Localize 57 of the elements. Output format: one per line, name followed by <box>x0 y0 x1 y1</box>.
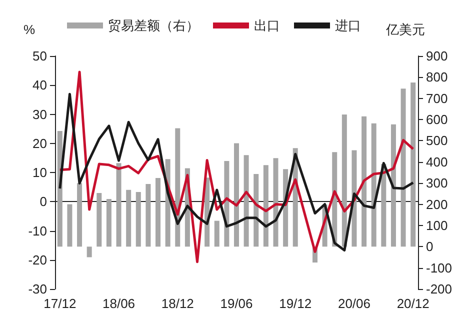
line-series <box>58 70 414 264</box>
y2-tick-label: 600 <box>426 112 448 128</box>
bar <box>126 190 132 247</box>
y-axis-title: % <box>23 22 36 37</box>
bar <box>410 82 416 247</box>
bar <box>106 198 112 247</box>
legend-label: 进口 <box>335 18 361 33</box>
y2-tick-label: 400 <box>426 154 448 170</box>
bar <box>390 124 396 247</box>
legend-label: 贸易差额（右） <box>108 18 199 33</box>
y2-axis-title: 亿美元 <box>385 22 425 37</box>
y-tick-label: -20 <box>28 252 47 268</box>
y-tick-label: 50 <box>32 48 47 64</box>
line-series <box>58 92 414 252</box>
bar <box>146 184 151 247</box>
bar <box>86 246 92 258</box>
bar <box>234 143 239 247</box>
y-tick-label: -30 <box>28 282 47 296</box>
y2-tick-label: 500 <box>426 133 448 148</box>
y-tick-label: 40 <box>32 78 47 93</box>
x-tick-label: 19/12 <box>279 296 312 311</box>
y2-tick-label: 800 <box>426 70 448 85</box>
y2-tick-label: -200 <box>426 282 452 296</box>
bar <box>136 192 141 247</box>
bar <box>400 88 406 247</box>
bar <box>254 174 259 247</box>
bar <box>67 204 72 247</box>
x-tick-label: 20/06 <box>338 296 371 311</box>
y2-tick-label: 300 <box>426 176 448 191</box>
bar <box>244 155 249 247</box>
y-tick-label: 10 <box>32 165 47 180</box>
y2-tick-label: 0 <box>426 239 434 254</box>
bar <box>342 114 347 247</box>
y-tick-label: 0 <box>40 194 47 210</box>
bar <box>273 158 278 247</box>
y-tick-label: 30 <box>32 106 47 122</box>
x-tick-label: 17/12 <box>44 296 76 311</box>
bar <box>116 163 122 247</box>
y2-tick-label: -100 <box>426 260 452 276</box>
y2-tick-label: 900 <box>426 48 448 64</box>
y-tick-label: 20 <box>32 136 47 151</box>
y2-tick-label: 700 <box>426 90 448 106</box>
y-tick-label: -10 <box>28 223 47 238</box>
bar <box>263 165 268 247</box>
x-tick-label: 18/06 <box>102 296 136 311</box>
x-tick-label: 19/06 <box>220 296 253 311</box>
x-tick-label: 20/12 <box>396 296 430 311</box>
bar <box>77 183 82 247</box>
bar <box>96 193 102 247</box>
y2-tick-label: 100 <box>426 218 448 233</box>
bar <box>214 220 220 247</box>
x-tick-label: 18/12 <box>161 296 194 311</box>
bar <box>156 178 161 247</box>
legend-label: 出口 <box>254 18 280 33</box>
bar <box>371 123 376 247</box>
bar <box>362 116 367 247</box>
y2-tick-label: 200 <box>426 196 448 212</box>
